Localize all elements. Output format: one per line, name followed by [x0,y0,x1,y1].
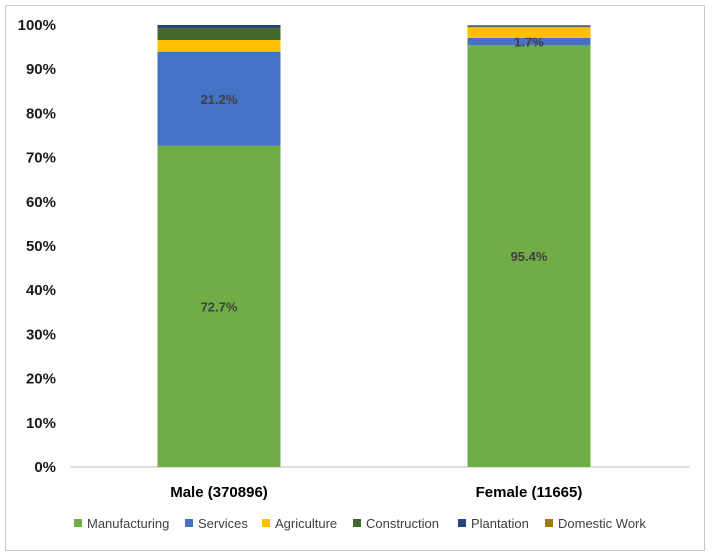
legend-swatch [185,519,193,527]
bar-segment-domestic-work [467,25,591,26]
y-tick-label: 100% [18,17,56,34]
data-label: 95.4% [511,249,548,264]
legend-label: Agriculture [275,516,337,531]
legend-label: Manufacturing [87,516,169,531]
y-tick-label: 80% [26,105,56,122]
legend-label: Domestic Work [558,516,646,531]
y-tick-label: 90% [26,61,56,78]
y-tick-label: 30% [26,326,56,343]
y-tick-label: 70% [26,150,56,167]
bar-segment-manufacturing [157,145,281,467]
y-tick-label: 40% [26,282,56,299]
bar-segment-services [467,37,591,46]
bar-segment-construction [467,26,591,28]
y-tick-label: 0% [34,459,56,476]
bar-segment-agriculture [157,40,281,52]
y-tick-label: 20% [26,371,56,388]
bar-segment-plantation [157,25,281,29]
data-label: 1.7% [514,35,544,50]
y-tick-label: 50% [26,238,56,255]
bar-segment-services [157,51,281,146]
data-label: 72.7% [201,299,238,314]
legend-swatch [74,519,82,527]
y-tick-label: 60% [26,194,56,211]
legend-swatch [262,519,270,527]
legend-label: Services [198,516,248,531]
legend-swatch [353,519,361,527]
legend-label: Construction [366,516,439,531]
data-label: 21.2% [201,92,238,107]
y-tick-label: 10% [26,415,56,432]
category-label: Male (370896) [170,484,268,501]
legend-swatch [458,519,466,527]
bar-segment-agriculture [467,27,591,38]
legend-label: Plantation [471,516,529,531]
bar-segment-construction [157,28,281,41]
category-label: Female (11665) [476,484,583,501]
legend-swatch [545,519,553,527]
bar-segment-manufacturing [467,45,591,467]
